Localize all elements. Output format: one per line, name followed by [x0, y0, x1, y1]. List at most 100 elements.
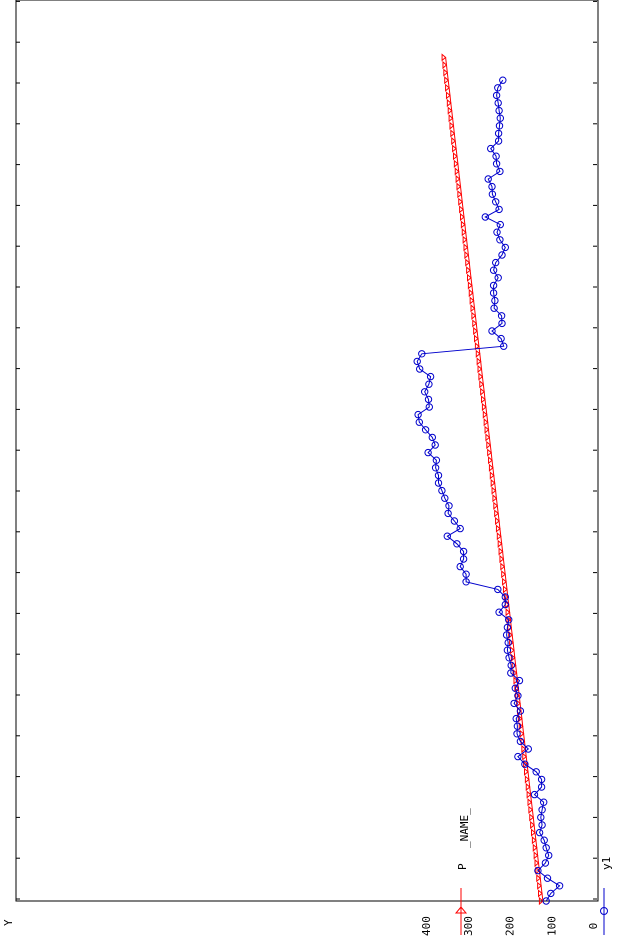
y1-point	[494, 129, 503, 138]
p-marker	[503, 592, 509, 602]
y1-point	[415, 418, 423, 426]
y1-point	[438, 486, 446, 495]
y1-point	[512, 714, 520, 723]
y1-point	[502, 631, 511, 639]
y1-point	[413, 357, 421, 366]
p-marker	[443, 68, 449, 77]
p-marker	[474, 334, 479, 343]
y1-point	[425, 403, 433, 411]
p-marker	[463, 243, 469, 252]
y1-point	[524, 745, 532, 753]
legend-title: _NAME_	[458, 808, 471, 848]
y1-point	[494, 84, 502, 92]
p-marker	[453, 159, 459, 168]
y1-point	[521, 760, 529, 768]
y1-point	[513, 722, 522, 730]
y1-point	[450, 517, 459, 525]
p-marker	[473, 326, 478, 336]
p-marker	[465, 258, 471, 267]
y1-point	[535, 828, 544, 837]
p-marker	[523, 767, 529, 776]
p-marker	[494, 509, 499, 518]
p-marker	[537, 881, 542, 890]
y1-point	[434, 471, 443, 480]
p-marker	[490, 478, 496, 488]
y1-point	[488, 182, 496, 191]
series-p	[441, 53, 544, 906]
y1-point	[547, 889, 555, 898]
p-marker	[441, 53, 447, 62]
y1-point	[492, 91, 501, 100]
p-marker	[500, 562, 506, 571]
p-marker	[478, 372, 484, 381]
p-marker	[496, 532, 502, 541]
p-marker	[530, 820, 535, 830]
y1-point	[418, 350, 426, 358]
p-marker	[449, 121, 455, 130]
y1-point	[515, 676, 524, 685]
p-marker	[505, 608, 511, 617]
p-marker	[536, 874, 542, 883]
legend-marker-p	[454, 906, 468, 914]
legend-label-y1: y1	[600, 857, 613, 870]
y1-point	[514, 752, 522, 761]
y1-point	[505, 616, 513, 624]
p-marker	[531, 836, 537, 845]
y1-point	[516, 707, 525, 715]
p-marker	[451, 136, 456, 146]
p-marker	[471, 311, 477, 320]
p-marker	[469, 296, 475, 305]
p-marker	[495, 516, 500, 526]
legend-marker-y1	[600, 907, 608, 915]
p-marker	[518, 722, 524, 731]
y1-point	[424, 448, 432, 457]
y1-point	[431, 441, 439, 449]
y1-point	[540, 798, 548, 806]
y1-point	[501, 243, 509, 252]
y1-point	[497, 312, 506, 320]
y1-point	[532, 768, 540, 776]
y1-point	[445, 502, 453, 510]
p-marker	[538, 896, 544, 906]
p-marker	[474, 342, 480, 351]
p-marker	[481, 395, 486, 404]
y1-point	[487, 144, 495, 153]
y1-point	[459, 555, 468, 563]
p-marker	[502, 577, 507, 586]
y1-point	[545, 851, 553, 860]
y1-point	[492, 198, 500, 206]
p-marker	[491, 486, 497, 495]
y1-point	[543, 874, 552, 882]
axis-ticks	[16, 0, 597, 900]
p-marker	[455, 174, 461, 184]
y1-point	[494, 585, 502, 594]
y1-point	[495, 608, 503, 616]
y1-point	[537, 813, 545, 822]
p-marker	[459, 205, 464, 214]
p-marker	[522, 752, 528, 761]
legend: _NAME_ P y1	[454, 808, 613, 935]
y1-point	[441, 494, 449, 502]
y1-point	[516, 737, 525, 746]
y1-point	[507, 669, 515, 677]
y1-point	[534, 866, 542, 875]
y1-point	[513, 730, 521, 738]
y1-point	[511, 684, 519, 692]
y1-point	[496, 167, 504, 176]
y1-point	[514, 692, 522, 700]
p-marker	[502, 585, 508, 594]
y1-point	[496, 236, 504, 244]
y-tick-label: 200	[504, 916, 517, 936]
y1-point	[489, 281, 498, 290]
p-marker	[485, 433, 491, 442]
y1-point	[530, 790, 539, 799]
y-tick-label: 400	[420, 916, 433, 936]
p-marker	[446, 98, 452, 108]
y1-point	[500, 342, 508, 350]
y1-point	[491, 296, 499, 305]
p-marker	[513, 676, 519, 685]
y1-point	[501, 593, 509, 601]
y1-line	[416, 79, 561, 902]
y1-point	[428, 433, 436, 442]
